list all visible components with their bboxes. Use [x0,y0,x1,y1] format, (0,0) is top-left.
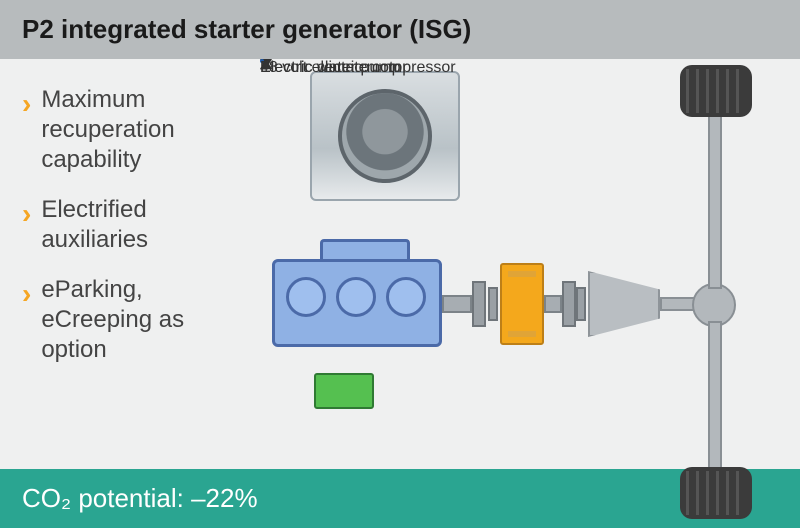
wheel-tread [716,69,719,113]
wheel-tread [686,471,689,515]
label-climate-compressor-text: Electric climate compressor [260,59,456,76]
motor-rotor [338,89,432,183]
engine-cylinder [336,277,376,317]
wheel-tread [696,69,699,113]
footer-text: CO₂ potential: –22% [22,483,258,513]
wheel-tread [736,69,739,113]
shaft-1 [442,295,472,313]
bullet-item: › Electrified auxiliaries [22,195,252,255]
powertrain-diagram: 48 volt electric motor [260,59,800,469]
bullet-item: › eParking, eCreeping as option [22,275,252,365]
wheel-tread [696,471,699,515]
header-bar: P2 integrated starter generator (ISG) [0,0,800,59]
wheel-tread [686,69,689,113]
coupling-1b [488,287,498,321]
coupling-2b [576,287,586,321]
engine-cylinder [386,277,426,317]
wheel-tread [706,471,709,515]
bullet-column: › Maximum recuperation capability › Electri… [0,59,260,469]
wheel-tread [736,471,739,515]
bullet-text: Electrified auxiliaries [41,195,252,255]
bullet-item: › Maximum recuperation capability [22,85,252,175]
em-slot [508,331,536,337]
electric-water-pump [314,373,374,409]
bullet-chevron-icon: › [22,86,31,121]
infographic-card: P2 integrated starter generator (ISG) › M… [0,0,800,528]
wheel-tread [706,69,709,113]
wheel-bottom [680,467,752,519]
electric-motor-box [500,263,544,345]
motor-photo [310,71,460,201]
wheel-tread [716,471,719,515]
shaft-2 [544,295,562,313]
bullet-chevron-icon: › [22,196,31,231]
wheel-tread [726,69,729,113]
bullet-list: › Maximum recuperation capability › Electri… [22,85,252,365]
engine-intake [320,239,410,261]
wheel-tread [726,471,729,515]
bullet-text: Maximum recuperation capability [41,85,252,175]
axle-bottom [708,321,722,471]
coupling-1a [472,281,486,327]
label-climate-compressor: Electric climate compressor [260,59,456,77]
transmission [588,271,660,337]
bullet-chevron-icon: › [22,276,31,311]
em-slot [508,271,536,277]
engine-cylinder [286,277,326,317]
bullet-text: eParking, eCreeping as option [41,275,252,365]
coupling-2a [562,281,576,327]
body-area: › Maximum recuperation capability › Electri… [0,59,800,469]
wheel-top [680,65,752,117]
header-title: P2 integrated starter generator (ISG) [22,14,471,44]
axle-top [708,113,722,289]
